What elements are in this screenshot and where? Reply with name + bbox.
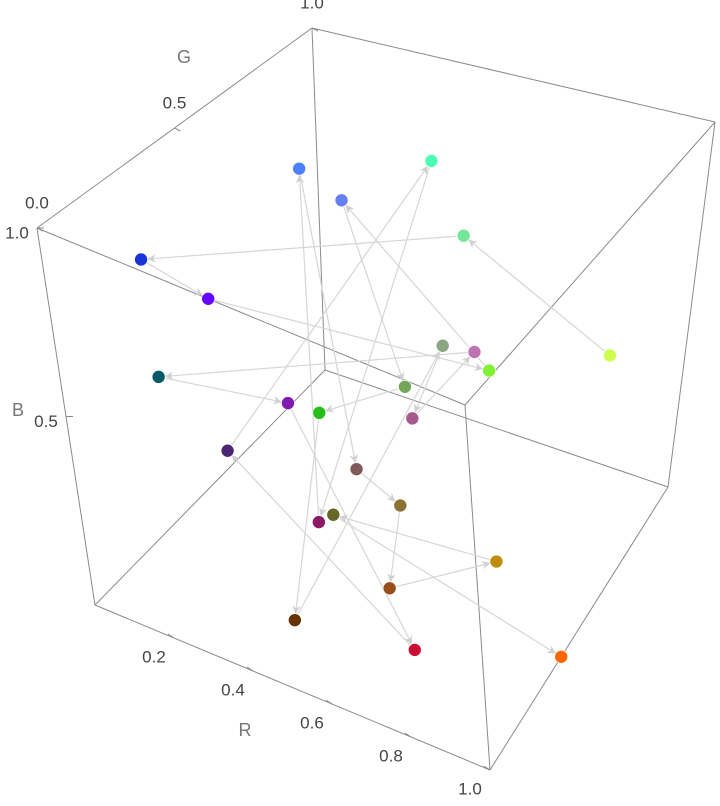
- box-edge: [311, 27, 326, 371]
- z-tick-label: 0.5: [34, 412, 58, 431]
- x-tick: [483, 765, 491, 771]
- point: [489, 554, 504, 569]
- arrow: [361, 473, 396, 502]
- point: [292, 161, 306, 176]
- arrow: [299, 175, 358, 464]
- z-axis-label: B: [12, 400, 24, 420]
- x-tick: [325, 699, 333, 705]
- arrow: [345, 204, 485, 366]
- box-edge: [489, 486, 669, 771]
- point: [334, 193, 349, 208]
- arrow: [387, 512, 400, 583]
- point: [424, 154, 439, 168]
- point: [398, 379, 412, 394]
- box-edge: [464, 404, 491, 771]
- point: [281, 396, 295, 410]
- arrow: [147, 235, 457, 263]
- z-tick-label: 1.0: [5, 223, 29, 242]
- point: [467, 345, 482, 359]
- point: [312, 515, 326, 529]
- arrow: [231, 455, 411, 646]
- y-tick-label: 0.5: [163, 93, 187, 112]
- point: [349, 462, 364, 476]
- box-edge: [464, 121, 716, 406]
- box: 0.2 0.4 0.6 0.8 1.0 0.0 0.5 1.0 0.5 1.0: [5, 0, 716, 798]
- x-tick-label: 0.2: [142, 647, 166, 666]
- arrow: [343, 206, 405, 381]
- point: [382, 581, 397, 596]
- arrow: [468, 239, 605, 352]
- arrow: [231, 165, 428, 446]
- points: [134, 154, 617, 664]
- box-edge: [667, 121, 716, 488]
- y-tick: [311, 27, 319, 32]
- x-tick-label: 1.0: [458, 779, 482, 798]
- point: [326, 507, 341, 522]
- arrow: [214, 299, 484, 372]
- arrow: [295, 174, 320, 516]
- arrow: [297, 351, 440, 615]
- x-tick: [167, 633, 175, 639]
- arrow: [146, 262, 203, 296]
- x-tick: [404, 732, 412, 738]
- arrow: [338, 517, 556, 654]
- box-edge: [36, 227, 466, 406]
- point: [435, 338, 450, 353]
- point: [312, 406, 327, 420]
- x-tick: [246, 666, 254, 672]
- y-axis-label: G: [177, 47, 191, 67]
- point: [393, 498, 408, 513]
- point: [405, 411, 420, 426]
- point: [603, 348, 617, 363]
- x-tick-label: 0.4: [221, 680, 245, 699]
- y-tick-label: 1.0: [300, 0, 324, 12]
- point: [407, 643, 422, 657]
- point: [201, 291, 215, 306]
- point: [288, 613, 302, 627]
- arrow: [165, 377, 282, 405]
- arrow: [416, 356, 471, 414]
- arrows: [146, 165, 605, 654]
- arrow: [319, 167, 430, 517]
- point: [554, 649, 569, 664]
- x-tick-label: 0.8: [379, 746, 403, 765]
- x-axis-label: R: [239, 720, 252, 740]
- x-tick-label: 0.6: [300, 713, 324, 732]
- point: [220, 443, 235, 458]
- y-tick: [174, 127, 181, 132]
- point: [482, 363, 496, 378]
- box-edge: [324, 369, 669, 488]
- y-tick-label: 0.0: [25, 193, 49, 212]
- arrow: [164, 351, 468, 380]
- arrow: [414, 351, 441, 413]
- point: [151, 370, 166, 384]
- box-edge: [36, 27, 313, 229]
- box-edge: [311, 27, 716, 123]
- arrow: [339, 514, 490, 561]
- arrow: [325, 388, 399, 413]
- arrow: [396, 561, 491, 588]
- point: [456, 228, 471, 243]
- box-edge: [94, 604, 491, 771]
- point: [134, 252, 148, 267]
